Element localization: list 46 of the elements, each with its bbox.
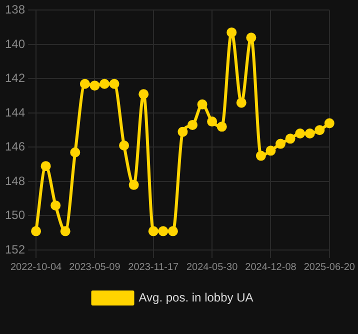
y-tick-label: 146	[4, 140, 26, 154]
point	[50, 200, 61, 210]
point	[207, 116, 218, 127]
point	[138, 89, 149, 100]
x-tick-label: 2025-06-20	[304, 262, 356, 273]
point	[226, 27, 237, 38]
point	[31, 226, 42, 236]
point	[99, 78, 110, 89]
x-tick-label: 2023-05-09	[69, 262, 121, 273]
point	[70, 147, 80, 158]
y-tick-label: 144	[4, 105, 26, 120]
point	[109, 78, 120, 89]
y-tick-label: 152	[4, 242, 26, 256]
point	[119, 140, 130, 151]
point	[266, 146, 276, 156]
point	[128, 180, 139, 190]
y-tick-label: 138	[4, 2, 26, 17]
legend-label: Avg. pos. in lobby UA	[138, 290, 254, 304]
point	[304, 128, 315, 139]
point	[197, 99, 208, 110]
point	[324, 118, 334, 128]
point	[256, 150, 266, 161]
y-tick-label: 148	[4, 174, 26, 188]
point	[80, 78, 90, 89]
point	[236, 98, 246, 108]
point	[178, 126, 188, 137]
x-tick-label: 2022-10-04	[10, 262, 62, 273]
point	[158, 226, 168, 236]
point	[168, 226, 178, 236]
y-tick-label: 150	[4, 208, 26, 222]
point	[246, 32, 256, 43]
x-tick-label: 2023-11-17	[128, 262, 180, 273]
point	[295, 128, 306, 139]
point	[60, 226, 70, 236]
x-tick-label: 2024-12-08	[245, 262, 297, 273]
point	[90, 80, 100, 91]
y-tick-label: 140	[4, 36, 26, 51]
point	[314, 125, 325, 136]
point	[216, 122, 227, 132]
point	[276, 138, 286, 149]
point	[148, 226, 158, 236]
point	[188, 120, 198, 130]
y-tick-label: 142	[4, 71, 26, 86]
point	[40, 161, 51, 172]
x-tick-label: 2024-05-30	[186, 262, 238, 273]
point	[285, 134, 296, 144]
